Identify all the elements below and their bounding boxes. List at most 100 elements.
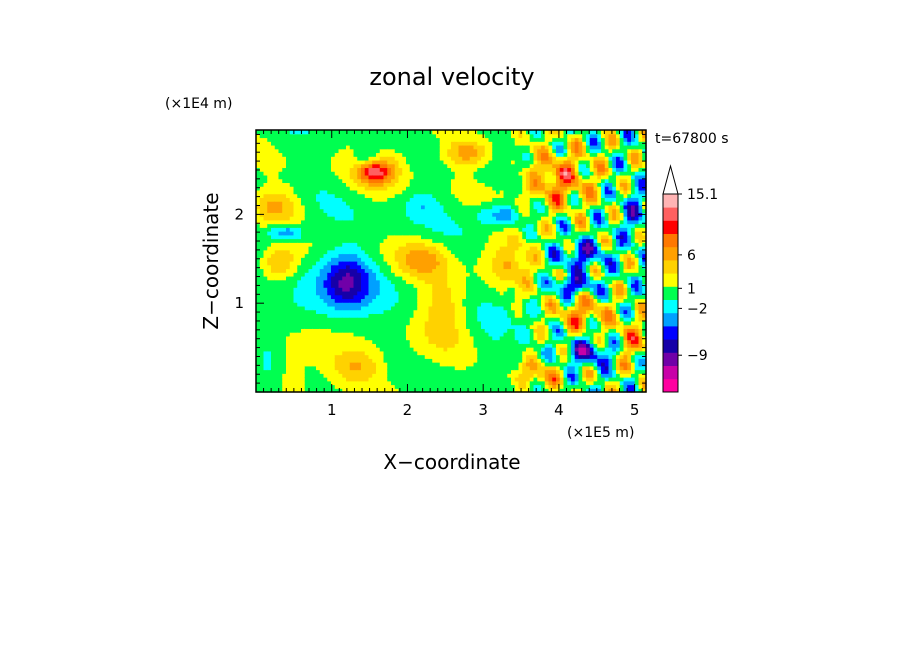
heatmap-cell bbox=[488, 227, 493, 232]
heatmap-cell bbox=[346, 189, 351, 195]
heatmap-cell bbox=[511, 148, 516, 154]
heatmap-cell bbox=[511, 287, 516, 292]
heatmap-cell bbox=[323, 343, 328, 348]
heatmap-cell bbox=[301, 219, 306, 225]
heatmap-cell bbox=[372, 174, 377, 180]
heatmap-cell bbox=[331, 343, 336, 348]
heatmap-cell bbox=[319, 216, 325, 221]
heatmap-cell bbox=[297, 283, 302, 288]
heatmap-cell bbox=[256, 294, 261, 300]
heatmap-cell bbox=[286, 193, 291, 198]
heatmap-cell bbox=[278, 377, 283, 382]
heatmap-cell bbox=[379, 320, 385, 326]
heatmap-cell bbox=[481, 193, 486, 198]
heatmap-cell bbox=[346, 208, 351, 213]
heatmap-cell bbox=[271, 159, 276, 165]
heatmap-cell bbox=[511, 133, 516, 139]
heatmap-cell bbox=[319, 182, 325, 187]
heatmap-cell bbox=[503, 279, 508, 285]
heatmap-cell bbox=[387, 246, 392, 251]
heatmap-cell bbox=[323, 234, 328, 240]
heatmap-cell bbox=[342, 242, 347, 247]
heatmap-cell bbox=[263, 193, 268, 198]
heatmap-cell bbox=[454, 320, 460, 326]
heatmap-cell bbox=[447, 257, 452, 262]
heatmap-cell bbox=[278, 332, 283, 337]
heatmap-cell bbox=[286, 182, 291, 187]
heatmap-cell bbox=[402, 294, 407, 300]
heatmap-cell bbox=[349, 141, 355, 146]
heatmap-cell bbox=[301, 234, 306, 240]
heatmap-cell bbox=[342, 171, 347, 176]
heatmap-cell bbox=[424, 298, 430, 303]
heatmap-cell bbox=[274, 144, 280, 150]
heatmap-cell bbox=[274, 257, 280, 262]
heatmap-cell bbox=[511, 343, 516, 348]
heatmap-cell bbox=[338, 144, 343, 150]
heatmap-cell bbox=[507, 219, 512, 225]
heatmap-cell bbox=[518, 373, 523, 378]
heatmap-cell bbox=[357, 384, 362, 389]
heatmap-cell bbox=[394, 362, 400, 367]
heatmap-cell bbox=[376, 257, 381, 262]
heatmap-cell bbox=[499, 257, 505, 262]
heatmap-cell bbox=[383, 189, 388, 195]
heatmap-cell bbox=[413, 148, 418, 154]
heatmap-cell bbox=[346, 186, 351, 191]
heatmap-cell bbox=[507, 156, 512, 161]
heatmap-cell bbox=[462, 354, 467, 359]
heatmap-cell bbox=[349, 350, 355, 356]
heatmap-cell bbox=[406, 133, 411, 139]
heatmap-cell bbox=[387, 148, 392, 154]
heatmap-cell bbox=[379, 246, 385, 251]
heatmap-cell bbox=[274, 290, 280, 296]
heatmap-cell bbox=[327, 189, 332, 195]
heatmap-cell bbox=[413, 212, 418, 217]
heatmap-cell bbox=[267, 182, 272, 187]
heatmap-cell bbox=[304, 335, 310, 341]
heatmap-cell bbox=[297, 201, 302, 206]
heatmap-cell bbox=[308, 197, 313, 202]
heatmap-cell bbox=[372, 144, 377, 150]
heatmap-cell bbox=[301, 216, 306, 221]
heatmap-cell bbox=[421, 261, 426, 266]
heatmap-cell bbox=[511, 305, 516, 311]
heatmap-cell bbox=[301, 246, 306, 251]
heatmap-cell bbox=[402, 275, 407, 281]
heatmap-cell bbox=[349, 133, 355, 139]
heatmap-cell bbox=[282, 347, 287, 352]
heatmap-cell bbox=[518, 339, 523, 344]
heatmap-cell bbox=[406, 231, 411, 236]
heatmap-cell bbox=[319, 234, 325, 240]
heatmap-cell bbox=[466, 279, 471, 285]
heatmap-cell bbox=[398, 204, 403, 210]
heatmap-cell bbox=[304, 373, 310, 378]
heatmap-cell bbox=[481, 290, 486, 296]
heatmap-cell bbox=[297, 305, 302, 311]
heatmap-cell bbox=[496, 335, 501, 341]
heatmap-cell bbox=[424, 268, 430, 273]
heatmap-cell bbox=[492, 204, 497, 210]
heatmap-cell bbox=[331, 223, 336, 228]
heatmap-cell bbox=[286, 388, 291, 393]
heatmap-cell bbox=[312, 298, 317, 303]
heatmap-cell bbox=[308, 141, 313, 146]
heatmap-cell bbox=[256, 320, 261, 326]
heatmap-cell bbox=[522, 324, 527, 329]
heatmap-cell bbox=[481, 365, 486, 371]
heatmap-cell bbox=[466, 339, 471, 344]
heatmap-cell bbox=[387, 182, 392, 187]
heatmap-cell bbox=[421, 249, 426, 255]
heatmap-cell bbox=[308, 231, 313, 236]
heatmap-cell bbox=[331, 369, 336, 374]
heatmap-cell bbox=[481, 212, 486, 217]
heatmap-cell bbox=[271, 354, 276, 359]
heatmap-cell bbox=[394, 186, 400, 191]
heatmap-cell bbox=[274, 369, 280, 374]
heatmap-cell bbox=[387, 287, 392, 292]
heatmap-cell bbox=[406, 246, 411, 251]
heatmap-cell bbox=[327, 137, 332, 142]
heatmap-cell bbox=[259, 335, 265, 341]
heatmap-cell bbox=[349, 130, 355, 135]
